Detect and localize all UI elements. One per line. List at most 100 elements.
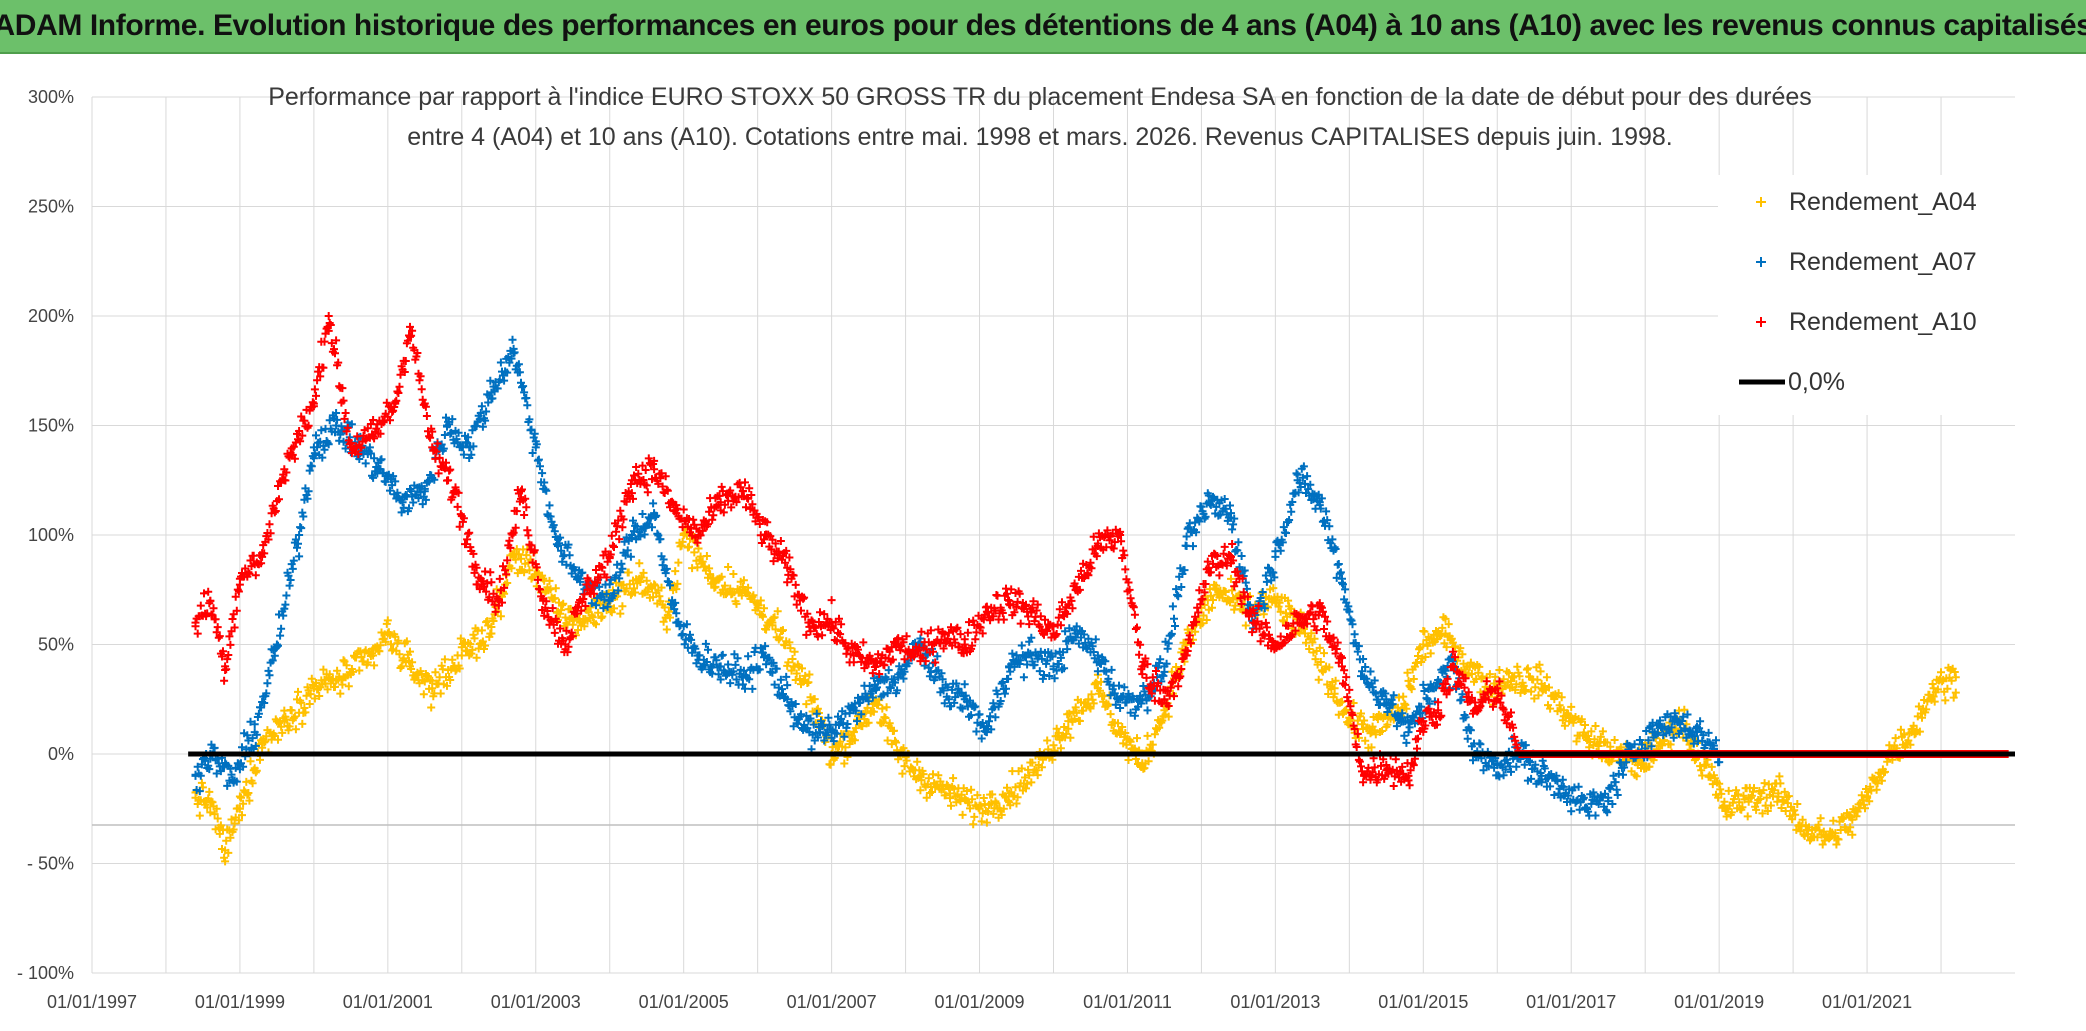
point-Rendement_A07-28: [805, 728, 814, 737]
point-Rendement_A04-59: [1633, 761, 1642, 769]
point-Rendement_A10-53: [1338, 662, 1346, 671]
point-Rendement_A04-63: [1722, 804, 1731, 813]
point-Rendement_A07-6: [309, 443, 318, 452]
point-Rendement_A04-6: [309, 684, 318, 693]
point-Rendement_A10-1: [206, 596, 215, 605]
point-Rendement_A10-21: [627, 476, 636, 485]
point-Rendement_A07-50: [1293, 476, 1302, 485]
x-tick-label: 01/01/2011: [1083, 992, 1172, 1012]
point-Rendement_A07-20: [627, 531, 636, 539]
point-Rendement_A04-16: [554, 607, 562, 616]
point-Rendement_A04-24: [768, 618, 777, 627]
point-Rendement_A07-9: [376, 465, 385, 474]
point-Rendement_A07-4: [272, 640, 281, 649]
point-Rendement_A07-0: [191, 771, 200, 780]
legend-marker: [1756, 197, 1766, 207]
point-Rendement_A10-28: [783, 563, 792, 572]
y-tick-label: 200%: [28, 306, 74, 326]
point-Rendement_A07-5: [295, 531, 304, 539]
point-Rendement_A10-15: [494, 596, 503, 605]
point-Rendement_A10-57: [1419, 717, 1428, 726]
point-Rendement_A10-36: [960, 640, 969, 649]
point-Rendement_A04-42: [1212, 585, 1221, 594]
point-Rendement_A10-11: [406, 322, 414, 331]
point-Rendement_A04-66: [1803, 826, 1812, 835]
point-Rendement_A04-25: [790, 662, 799, 671]
point-Rendement_A04-73: [1951, 673, 1960, 682]
point-Rendement_A04-14: [509, 552, 518, 561]
x-tick-label: 01/01/2009: [934, 992, 1024, 1012]
y-tick-label: 250%: [28, 197, 74, 217]
legend-label: Rendement_A10: [1789, 308, 1977, 336]
point-Rendement_A04-2: [221, 846, 230, 855]
point-Rendement_A04-65: [1774, 789, 1783, 798]
legend-item-Rendement_A04: Rendement_A04: [1756, 188, 1977, 216]
chart-title-line-2: entre 4 (A04) et 10 ans (A10). Cotations…: [407, 123, 1673, 151]
point-Rendement_A04-10: [406, 662, 414, 671]
point-Rendement_A07-51: [1315, 498, 1324, 507]
point-Rendement_A07-66: [1648, 728, 1657, 737]
point-Rendement_A07-10: [398, 498, 407, 507]
point-Rendement_A04-56: [1559, 706, 1568, 715]
point-Rendement_A07-49: [1271, 552, 1280, 561]
point-Rendement_A04-39: [1138, 761, 1147, 769]
point-Rendement_A10-2: [221, 662, 230, 671]
point-Rendement_A10-45: [1160, 695, 1169, 704]
point-Rendement_A04-4: [258, 739, 267, 747]
point-Rendement_A07-62: [1559, 782, 1568, 791]
legend-item-Rendement_A07: Rendement_A07: [1756, 248, 1977, 276]
point-Rendement_A07-14: [487, 388, 496, 397]
point-Rendement_A07-26: [761, 651, 769, 660]
point-Rendement_A04-20: [664, 607, 673, 616]
gridlines: [91, 96, 2015, 974]
point-Rendement_A04-12: [457, 651, 466, 660]
point-Rendement_A07-32: [894, 673, 903, 682]
point-Rendement_A10-34: [916, 651, 925, 660]
x-tick-label: 01/01/2007: [787, 992, 877, 1012]
chart: 300% 250% 200% 150% 100% 50% 0% - 50% - 100% 01/…: [0, 54, 2086, 1029]
point-Rendement_A10-37: [982, 607, 991, 616]
point-Rendement_A10-29: [805, 618, 814, 627]
point-Rendement_A07-45: [1182, 542, 1191, 550]
point-Rendement_A10-39: [1027, 607, 1036, 616]
x-tick-label: 01/01/2003: [491, 992, 581, 1012]
point-Rendement_A10-55: [1382, 761, 1391, 769]
point-Rendement_A04-28: [849, 728, 858, 737]
point-Rendement_A10-40: [1049, 629, 1058, 638]
x-tick-label: 01/01/2005: [639, 992, 729, 1012]
point-Rendement_A04-64: [1744, 793, 1753, 802]
point-Rendement_A04-9: [383, 629, 392, 638]
point-Rendement_A10-9: [369, 432, 378, 441]
point-Rendement_A10-32: [872, 662, 880, 671]
point-Rendement_A10-30: [827, 618, 836, 627]
point-Rendement_A10-25: [716, 498, 725, 507]
point-Rendement_A04-13: [487, 623, 496, 631]
point-Rendement_A07-59: [1493, 761, 1502, 769]
point-Rendement_A10-16: [517, 487, 525, 496]
point-Rendement_A10-14: [472, 563, 481, 572]
point-Rendement_A07-47: [1227, 509, 1235, 518]
point-Rendement_A04-67: [1826, 833, 1835, 842]
point-Rendement_A10-10: [391, 399, 400, 408]
point-Rendement_A07-42: [1116, 695, 1125, 704]
point-Rendement_A07-52: [1338, 574, 1346, 583]
point-Rendement_A10-42: [1093, 542, 1102, 550]
legend-item-Rendement_A10: Rendement_A10: [1756, 308, 1977, 336]
point-Rendement_A04-71: [1907, 728, 1916, 737]
point-Rendement_A07-24: [716, 662, 725, 671]
point-Rendement_A07-23: [694, 651, 703, 660]
header-banner: ADAM Informe. Evolution historique des p…: [0, 0, 2086, 54]
point-Rendement_A10-24: [694, 531, 703, 539]
y-tick-label: 150%: [28, 416, 74, 436]
point-Rendement_A07-56: [1426, 684, 1435, 693]
x-tick-label: 01/01/2013: [1230, 992, 1320, 1012]
point-Rendement_A07-13: [465, 443, 474, 452]
point-Rendement_A10-47: [1204, 563, 1213, 572]
point-Rendement_A10-48: [1227, 552, 1235, 561]
point-Rendement_A07-64: [1604, 793, 1613, 802]
x-tick-label: 01/01/2001: [343, 992, 433, 1012]
point-Rendement_A07-40: [1071, 629, 1080, 638]
legend-item-0,0%: 0,0%: [1739, 368, 1845, 396]
point-Rendement_A10-51: [1293, 618, 1302, 627]
point-Rendement_A07-54: [1382, 695, 1391, 704]
